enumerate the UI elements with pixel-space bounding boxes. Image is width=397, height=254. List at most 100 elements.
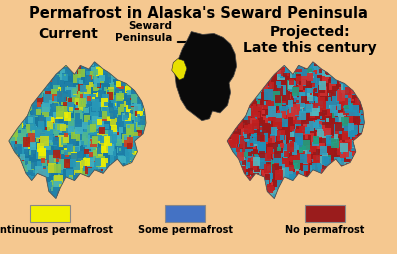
Bar xyxy=(105,183,113,192)
Bar xyxy=(68,136,70,139)
Bar xyxy=(29,152,31,155)
Bar xyxy=(322,75,329,84)
Bar xyxy=(87,101,91,106)
Bar xyxy=(260,188,266,195)
Bar xyxy=(239,136,244,141)
Bar xyxy=(253,66,259,74)
Bar xyxy=(19,59,26,67)
Bar xyxy=(293,142,299,150)
Bar xyxy=(140,121,147,130)
Bar xyxy=(264,165,271,173)
Bar xyxy=(337,104,341,110)
Bar xyxy=(246,187,253,196)
Bar xyxy=(62,129,66,135)
Bar xyxy=(279,65,281,68)
Bar xyxy=(326,135,333,144)
Bar xyxy=(324,177,328,181)
Bar xyxy=(346,105,352,112)
Bar xyxy=(335,131,339,136)
Bar xyxy=(59,185,67,195)
Bar xyxy=(331,186,334,189)
Bar xyxy=(318,109,320,113)
Bar xyxy=(134,122,139,128)
Bar xyxy=(251,173,260,184)
Bar xyxy=(65,187,71,195)
Bar xyxy=(356,176,359,180)
Bar xyxy=(125,88,129,94)
Bar xyxy=(96,184,101,190)
Bar xyxy=(19,81,27,91)
Bar xyxy=(352,145,358,152)
Bar xyxy=(53,68,56,71)
Bar xyxy=(328,58,333,66)
Bar xyxy=(93,152,98,159)
Bar xyxy=(237,102,243,109)
Bar xyxy=(334,144,337,148)
Bar xyxy=(242,67,249,75)
Bar xyxy=(103,185,105,188)
Bar xyxy=(325,120,331,128)
Bar xyxy=(18,123,23,129)
Bar xyxy=(96,162,100,167)
Bar xyxy=(302,81,306,86)
Bar xyxy=(62,129,65,132)
Bar xyxy=(59,190,62,193)
Bar xyxy=(91,172,98,181)
Bar xyxy=(95,98,101,106)
Bar xyxy=(88,102,94,109)
Bar xyxy=(278,93,285,103)
Bar xyxy=(29,96,36,105)
Bar xyxy=(51,194,56,200)
Bar xyxy=(336,74,341,82)
Bar xyxy=(111,110,118,119)
Bar xyxy=(268,164,273,170)
Bar xyxy=(309,159,312,164)
Bar xyxy=(349,123,355,131)
Bar xyxy=(359,125,365,133)
Bar xyxy=(137,105,145,115)
Bar xyxy=(318,132,322,138)
Bar xyxy=(224,91,230,98)
Bar xyxy=(85,175,93,185)
Bar xyxy=(239,144,243,150)
Bar xyxy=(344,106,349,112)
Bar xyxy=(37,171,42,178)
Bar xyxy=(337,150,342,155)
Bar xyxy=(101,98,108,107)
Bar xyxy=(303,147,306,151)
Bar xyxy=(125,112,129,117)
Bar xyxy=(260,131,264,136)
Bar xyxy=(106,163,110,168)
Bar xyxy=(361,74,365,79)
Bar xyxy=(312,164,320,174)
Bar xyxy=(125,114,131,121)
Bar xyxy=(65,186,68,190)
Bar xyxy=(231,124,237,132)
Bar xyxy=(298,84,303,91)
Bar xyxy=(239,159,242,164)
Bar xyxy=(312,108,319,116)
Bar xyxy=(135,117,139,123)
Bar xyxy=(322,139,328,147)
Bar xyxy=(42,82,50,91)
Bar xyxy=(96,135,102,142)
Bar xyxy=(235,120,240,126)
Bar xyxy=(31,110,34,114)
Bar xyxy=(103,64,106,68)
Bar xyxy=(119,149,121,152)
Bar xyxy=(262,84,265,88)
Bar xyxy=(243,92,249,100)
Bar xyxy=(27,182,32,189)
Bar xyxy=(270,79,274,84)
Bar xyxy=(245,188,251,196)
Bar xyxy=(359,69,363,74)
Bar xyxy=(281,67,289,77)
Bar xyxy=(21,195,27,203)
Bar xyxy=(306,135,308,139)
Bar xyxy=(316,150,322,157)
Bar xyxy=(127,144,131,149)
Bar xyxy=(21,118,24,121)
Bar xyxy=(42,64,49,74)
Bar xyxy=(358,178,361,182)
Bar xyxy=(137,112,141,117)
